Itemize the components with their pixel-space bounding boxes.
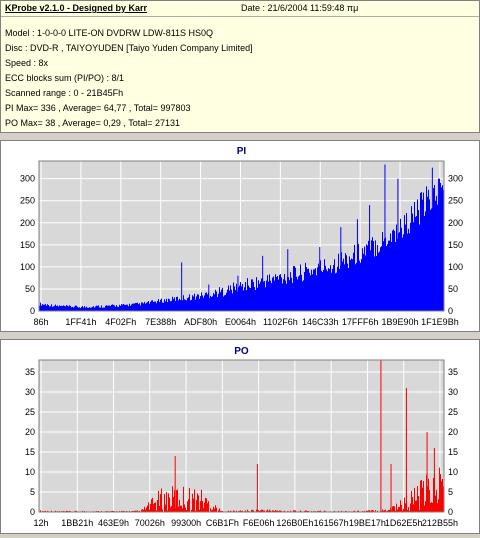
scan-date: Date : 21/6/2004 11:59:48 πμ	[241, 3, 359, 13]
y-tick-label-right: 100	[448, 262, 463, 272]
x-tick-label: 1B9E90h	[382, 317, 419, 327]
speed-info: Speed : 8x	[5, 58, 49, 68]
y-tick-label-left: 250	[20, 196, 35, 206]
chart-title: PO	[234, 346, 249, 357]
y-tick-label-left: 35	[25, 367, 35, 377]
x-tick-label: 4F02Fh	[105, 317, 136, 327]
x-tick-label: 1F1E9Bh	[421, 317, 459, 327]
x-tick-label: 17FFF6h	[342, 317, 379, 327]
y-tick-label-right: 25	[448, 407, 458, 417]
ecc-info: ECC blocks sum (PI/PO) : 8/1	[5, 73, 125, 83]
po-chart: PO 0 0 5 5 10 10 15 15 20 20 25 25 30 30 35 35 12h 1BB21h 4…	[25, 346, 458, 528]
y-tick-label-left: 25	[25, 407, 35, 417]
x-tick-label: 1102F6h	[263, 317, 298, 327]
chart-title: PI	[237, 146, 247, 157]
app-title: KProbe v2.1.0 - Designed by Karr	[5, 3, 148, 13]
y-tick-label-left: 300	[20, 174, 35, 184]
plot-border	[38, 160, 445, 312]
pi-chart: PI 0 0 50 50 100 100 150 150 200 200 250 250 300 300 86…	[20, 146, 463, 327]
data-bars	[39, 178, 444, 311]
x-tick-label: 86h	[34, 317, 49, 327]
y-tick-label-right: 35	[448, 367, 458, 377]
x-tick-label: 12h	[34, 518, 49, 528]
info-divider	[1, 16, 479, 17]
y-tick-label-right: 30	[448, 387, 458, 397]
x-tick-label: 99300h	[171, 518, 201, 528]
y-tick-label-left: 200	[20, 218, 35, 228]
y-tick-label-right: 15	[448, 447, 458, 457]
x-tick-label: 1BB21h	[61, 518, 93, 528]
y-tick-label-right: 0	[448, 306, 453, 316]
x-tick-label: E0064h	[225, 317, 256, 327]
y-tick-label-left: 15	[25, 447, 35, 457]
x-tick-label: 161567h	[314, 518, 349, 528]
x-tick-label: 463E9h	[98, 518, 129, 528]
drive-model: Model : 1-0-0-0 LITE-ON DVDRW LDW-811S H…	[5, 28, 214, 38]
plot-area	[39, 360, 444, 512]
y-tick-label-left: 0	[30, 507, 35, 517]
y-tick-label-right: 200	[448, 218, 463, 228]
y-tick-label-left: 150	[20, 240, 35, 250]
y-tick-label-right: 300	[448, 174, 463, 184]
pi-chart-panel: PI 0 0 50 50 100 100 150 150 200 200 250 250 300 300 86…	[0, 140, 480, 332]
x-tick-label: 1FF41h	[65, 317, 96, 327]
x-tick-label: ADF80h	[184, 317, 217, 327]
po-stats: PO Max= 38 , Average= 0,29 , Total= 2713…	[5, 118, 181, 128]
y-tick-label-left: 5	[30, 487, 35, 497]
x-tick-label: 212B55h	[422, 518, 458, 528]
y-tick-label-left: 50	[25, 284, 35, 294]
y-tick-label-left: 10	[25, 467, 35, 477]
y-tick-label-right: 0	[448, 507, 453, 517]
y-tick-label-left: 30	[25, 387, 35, 397]
scan-info-panel: KProbe v2.1.0 - Designed by Karr Date : …	[0, 0, 480, 133]
plot-border	[38, 359, 445, 513]
y-tick-label-left: 0	[30, 306, 35, 316]
scan-range: Scanned range : 0 - 21B45Fh	[5, 88, 124, 98]
y-tick-label-right: 20	[448, 427, 458, 437]
x-tick-label: 146C33h	[302, 317, 339, 327]
x-tick-label: 1D62E5h	[385, 518, 423, 528]
x-tick-label: 19BE17h	[349, 518, 386, 528]
y-tick-label-left: 100	[20, 262, 35, 272]
y-tick-label-right: 5	[448, 487, 453, 497]
x-tick-label: 126B0Eh	[276, 518, 313, 528]
y-tick-label-right: 150	[448, 240, 463, 250]
y-tick-label-right: 50	[448, 284, 458, 294]
po-chart-panel: PO 0 0 5 5 10 10 15 15 20 20 25 25 30 30 35 35 12h 1BB21h 4…	[0, 339, 480, 534]
pi-stats: PI Max= 336 , Average= 64,77 , Total= 99…	[5, 103, 191, 113]
y-tick-label-left: 20	[25, 427, 35, 437]
y-tick-label-right: 10	[448, 467, 458, 477]
x-tick-label: 70026h	[135, 518, 165, 528]
y-tick-label-right: 250	[448, 196, 463, 206]
x-tick-label: C6B1Fh	[206, 518, 239, 528]
x-tick-label: 7E388h	[145, 317, 176, 327]
disc-info: Disc : DVD-R , TAIYOYUDEN [Taiyo Yuden C…	[5, 43, 253, 53]
x-tick-label: F6E06h	[243, 518, 275, 528]
